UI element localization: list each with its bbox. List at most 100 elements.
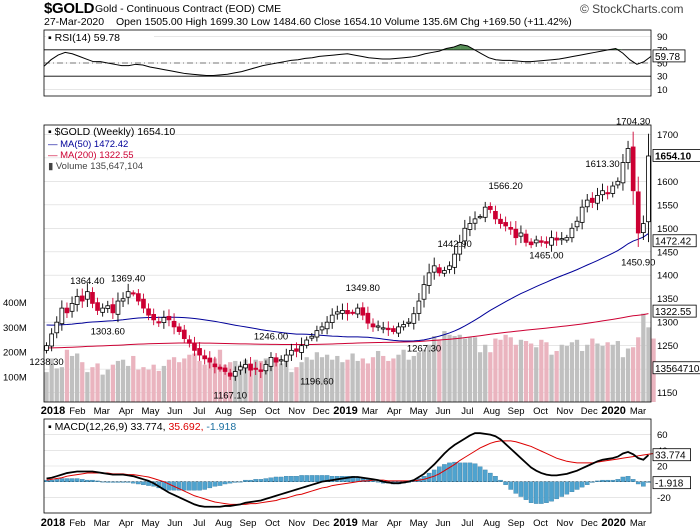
macd-histogram-bar: [227, 481, 233, 484]
macd-histogram-bar: [212, 481, 218, 487]
macd-histogram-bar: [625, 476, 631, 482]
candle-body: [467, 223, 473, 230]
volume-bar: [161, 365, 167, 402]
macd-x-label: 2019: [333, 517, 357, 529]
macd-histogram-bar: [493, 476, 498, 482]
volume-bar: [75, 353, 80, 402]
macd-histogram-bar: [498, 479, 503, 482]
volume-bar: [80, 362, 85, 402]
volume-bar: [151, 364, 156, 402]
rsi-tick-label: 30: [657, 72, 668, 83]
price-x-label: Sep: [240, 406, 257, 417]
volume-bar: [324, 354, 330, 402]
macd-histogram-bar: [533, 481, 539, 504]
macd-histogram-bar: [136, 481, 141, 485]
macd-histogram-bar: [544, 481, 549, 503]
candle-body: [278, 359, 284, 362]
candle-body: [227, 372, 233, 377]
macd-histogram-bar: [283, 476, 289, 482]
candle-body: [416, 300, 422, 314]
macd-histogram-bar: [64, 478, 70, 482]
candle-body: [329, 314, 335, 323]
volume-bar: [416, 352, 422, 402]
candle-body: [421, 284, 427, 300]
price-annotation: 1442.90: [437, 239, 471, 250]
macd-histogram-bar: [564, 481, 570, 495]
volume-bar: [528, 343, 534, 402]
volume-bar: [610, 344, 615, 402]
macd-x-label: Aug: [483, 518, 500, 529]
candle-body: [49, 333, 54, 347]
price-annotation: 1196.60: [300, 377, 334, 388]
candle-body: [79, 295, 85, 302]
price-x-label: Mar: [94, 406, 110, 417]
candle-body: [559, 238, 565, 241]
price-annotation: 1167.10: [213, 391, 247, 402]
volume-bar: [360, 358, 365, 402]
candle-body: [304, 339, 310, 346]
volume-bar: [166, 359, 172, 402]
legend-ma50: — MA(50) 1472.42: [48, 139, 128, 150]
macd-tick-label: 60: [657, 430, 668, 441]
macd-x-label: Oct: [265, 518, 280, 529]
candle-body: [151, 313, 157, 321]
candle-body: [513, 228, 519, 239]
ohlc-summary: Open 1505.00 High 1699.30 Low 1484.60 Cl…: [116, 16, 572, 28]
ma50-line: [46, 233, 649, 342]
candle-body: [217, 366, 223, 370]
rsi-title: ▪ RSI(14) 59.78: [48, 32, 120, 44]
macd-x-label: Jun: [435, 518, 450, 529]
price-x-label: Nov: [556, 406, 573, 417]
volume-bar: [182, 358, 187, 402]
volume-bar: [294, 367, 299, 402]
volume-bar: [396, 354, 401, 402]
macd-x-label: Jun: [167, 518, 182, 529]
volume-bar: [503, 334, 508, 402]
candle-body: [528, 241, 534, 246]
candle-body: [105, 305, 111, 309]
macd-histogram-bar: [590, 481, 595, 483]
volume-bar: [381, 355, 386, 402]
candle-body: [324, 321, 330, 330]
candle-body: [171, 320, 177, 328]
candle-body: [620, 162, 626, 184]
candle-body: [533, 239, 539, 244]
macd-histogram-bar: [248, 479, 253, 482]
price-annotation: 1566.20: [488, 181, 522, 192]
volume-bar: [284, 360, 289, 402]
volume-bar: [64, 349, 70, 402]
volume-bar: [406, 359, 411, 402]
price-last-tag: 1472.42: [655, 237, 692, 248]
price-x-label: Aug: [215, 406, 232, 417]
macd-histogram-bar: [110, 481, 116, 483]
candle-body: [569, 227, 575, 239]
macd-title-part: 33.774,: [131, 421, 169, 433]
macd-histogram-bar: [181, 481, 187, 491]
macd-histogram-bar: [54, 479, 60, 482]
macd-histogram-bar: [273, 476, 279, 482]
candle-body: [166, 315, 172, 321]
candle-body: [222, 367, 228, 372]
rsi-overbought-fill: [453, 44, 461, 50]
candle-body: [314, 330, 320, 338]
macd-histogram-bar: [120, 481, 126, 483]
candle-body: [161, 317, 167, 323]
volume-bar: [605, 342, 610, 402]
macd-x-label: Apr: [387, 518, 402, 529]
volume-bar: [187, 354, 192, 402]
price-x-label: Mar: [362, 406, 378, 417]
candle-body: [431, 265, 437, 273]
candle-body: [345, 310, 350, 315]
macd-x-label: Sep: [240, 518, 257, 529]
volume-tick-label: 200M: [3, 348, 27, 359]
rsi-last-value-box: [652, 49, 686, 63]
price-annotation: 1303.60: [91, 326, 125, 337]
volume-bar: [304, 357, 309, 402]
candle-body: [442, 270, 447, 274]
macd-histogram-bar: [523, 481, 529, 500]
candle-body: [508, 227, 514, 230]
candle-body: [564, 237, 570, 241]
candle-body: [595, 195, 600, 204]
candle-body: [630, 146, 636, 192]
